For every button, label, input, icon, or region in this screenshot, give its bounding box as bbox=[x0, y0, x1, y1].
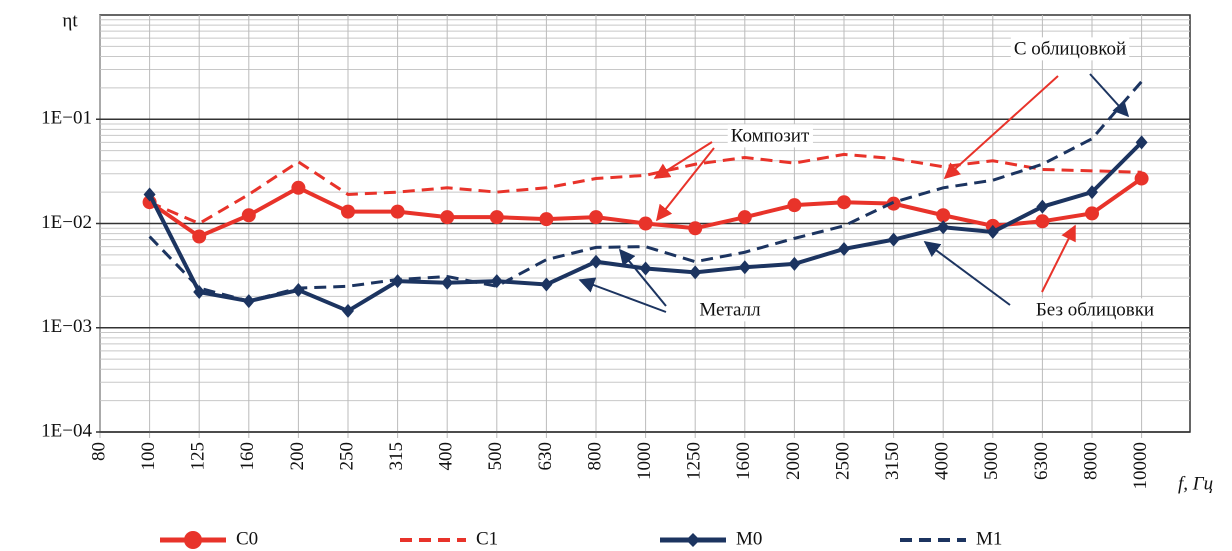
point bbox=[540, 277, 553, 292]
legend-label: C1 bbox=[476, 528, 498, 549]
point bbox=[937, 220, 950, 235]
point bbox=[838, 241, 850, 256]
annotation-bg bbox=[1032, 298, 1158, 322]
y-tick-label: 1E−04 bbox=[41, 420, 92, 441]
point bbox=[590, 254, 602, 269]
point bbox=[837, 195, 851, 210]
point bbox=[440, 210, 455, 225]
x-tick-label: 6300 bbox=[1031, 442, 1052, 480]
x-tick-label: 3150 bbox=[882, 442, 903, 480]
point bbox=[143, 187, 156, 202]
x-tick-label: 5000 bbox=[981, 442, 1002, 480]
point bbox=[936, 208, 951, 223]
point bbox=[390, 204, 405, 219]
point bbox=[689, 265, 702, 280]
point bbox=[639, 261, 652, 276]
point bbox=[489, 210, 504, 225]
point bbox=[1135, 135, 1148, 150]
x-tick-label: 315 bbox=[386, 442, 407, 471]
legend-marker bbox=[686, 533, 700, 547]
x-tick-label: 10000 bbox=[1130, 442, 1151, 490]
series-line bbox=[149, 152, 1142, 226]
point bbox=[539, 212, 554, 227]
y-tick-label: 1E−01 bbox=[41, 108, 92, 129]
point bbox=[441, 275, 454, 290]
x-tick-label: 2000 bbox=[783, 442, 804, 480]
point bbox=[192, 229, 207, 244]
arrows bbox=[578, 73, 1130, 313]
legend-label: M0 bbox=[736, 528, 762, 549]
x-tick-label: 800 bbox=[584, 442, 605, 471]
point bbox=[788, 256, 801, 271]
x-tick-label: 2500 bbox=[832, 442, 853, 480]
series-line bbox=[148, 80, 1143, 303]
x-tick-label: 400 bbox=[436, 442, 457, 471]
point bbox=[589, 210, 603, 225]
point bbox=[986, 224, 999, 239]
legend-marker bbox=[184, 531, 202, 549]
annotation-bg bbox=[1010, 37, 1130, 61]
y-axis-label: ηt bbox=[62, 10, 78, 31]
x-tick-label: 630 bbox=[535, 442, 556, 471]
x-tick-label: 100 bbox=[138, 442, 159, 471]
x-tick-label: 200 bbox=[287, 442, 308, 471]
point bbox=[638, 216, 653, 231]
point bbox=[342, 303, 354, 318]
point bbox=[341, 204, 355, 219]
x-tick-label: 500 bbox=[485, 442, 506, 471]
point bbox=[1036, 199, 1049, 214]
point bbox=[737, 210, 752, 225]
point bbox=[241, 208, 256, 223]
x-tick-label: 8000 bbox=[1080, 442, 1101, 480]
x-tick-label: 125 bbox=[188, 442, 209, 471]
point bbox=[787, 198, 802, 213]
legend-label: M1 bbox=[976, 528, 1002, 549]
y-tick-label: 1E−02 bbox=[41, 212, 92, 233]
y-tick-label: 1E−03 bbox=[41, 316, 92, 337]
point bbox=[688, 221, 703, 236]
annotation: Металл bbox=[699, 299, 761, 320]
annotation-bg bbox=[696, 298, 765, 322]
point bbox=[391, 274, 404, 289]
x-tick-label: 250 bbox=[336, 442, 357, 471]
x-axis-label: f, Гц bbox=[1178, 473, 1213, 494]
x-tick-label: 1250 bbox=[684, 442, 705, 480]
point bbox=[887, 232, 900, 247]
point bbox=[738, 260, 751, 275]
x-tick-label: 1000 bbox=[634, 442, 655, 480]
point bbox=[1085, 206, 1099, 221]
legend-label: C0 bbox=[236, 528, 258, 549]
point bbox=[1035, 214, 1050, 229]
point bbox=[1134, 171, 1149, 186]
x-tick-label: 4000 bbox=[932, 442, 953, 480]
x-tick-label: 80 bbox=[88, 442, 109, 461]
point bbox=[1086, 185, 1098, 200]
annotation: С облицовкой bbox=[1014, 38, 1126, 59]
x-tick-label: 1600 bbox=[733, 442, 754, 480]
annotation-bg bbox=[727, 124, 813, 148]
point bbox=[291, 180, 306, 195]
annotation: Без облицовки bbox=[1036, 299, 1154, 320]
annotation: Композит bbox=[731, 125, 810, 146]
x-tick-label: 160 bbox=[237, 442, 258, 471]
point bbox=[193, 285, 206, 300]
